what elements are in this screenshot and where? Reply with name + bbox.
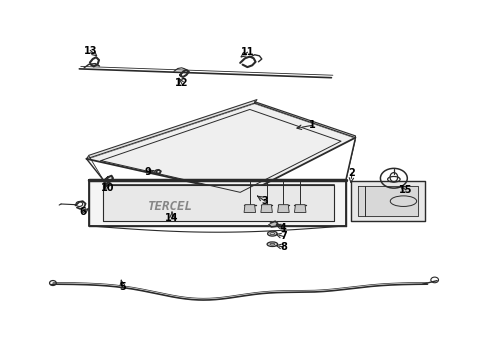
Text: 11: 11 xyxy=(241,47,254,57)
Ellipse shape xyxy=(268,231,277,236)
Polygon shape xyxy=(103,185,334,221)
Text: 8: 8 xyxy=(280,242,287,252)
Polygon shape xyxy=(261,205,272,212)
Text: 10: 10 xyxy=(101,183,115,193)
Polygon shape xyxy=(87,103,355,194)
Polygon shape xyxy=(244,205,256,212)
Text: 4: 4 xyxy=(280,222,287,233)
Text: 2: 2 xyxy=(349,168,355,178)
Text: 6: 6 xyxy=(80,207,87,217)
Text: 7: 7 xyxy=(280,231,287,242)
Polygon shape xyxy=(269,221,278,227)
Ellipse shape xyxy=(267,242,278,247)
Polygon shape xyxy=(351,181,425,221)
Text: 12: 12 xyxy=(175,78,188,88)
Polygon shape xyxy=(278,205,289,212)
Polygon shape xyxy=(89,180,346,226)
Polygon shape xyxy=(255,102,355,138)
Text: 15: 15 xyxy=(399,185,413,195)
Text: 14: 14 xyxy=(165,213,179,223)
Polygon shape xyxy=(358,186,418,216)
Text: 13: 13 xyxy=(84,45,97,55)
Polygon shape xyxy=(87,100,257,159)
Text: 1: 1 xyxy=(309,120,316,130)
Polygon shape xyxy=(294,205,306,212)
Text: TERCEL: TERCEL xyxy=(148,200,193,213)
Text: 5: 5 xyxy=(119,282,126,292)
Text: 9: 9 xyxy=(145,167,151,177)
Text: 3: 3 xyxy=(262,196,269,206)
